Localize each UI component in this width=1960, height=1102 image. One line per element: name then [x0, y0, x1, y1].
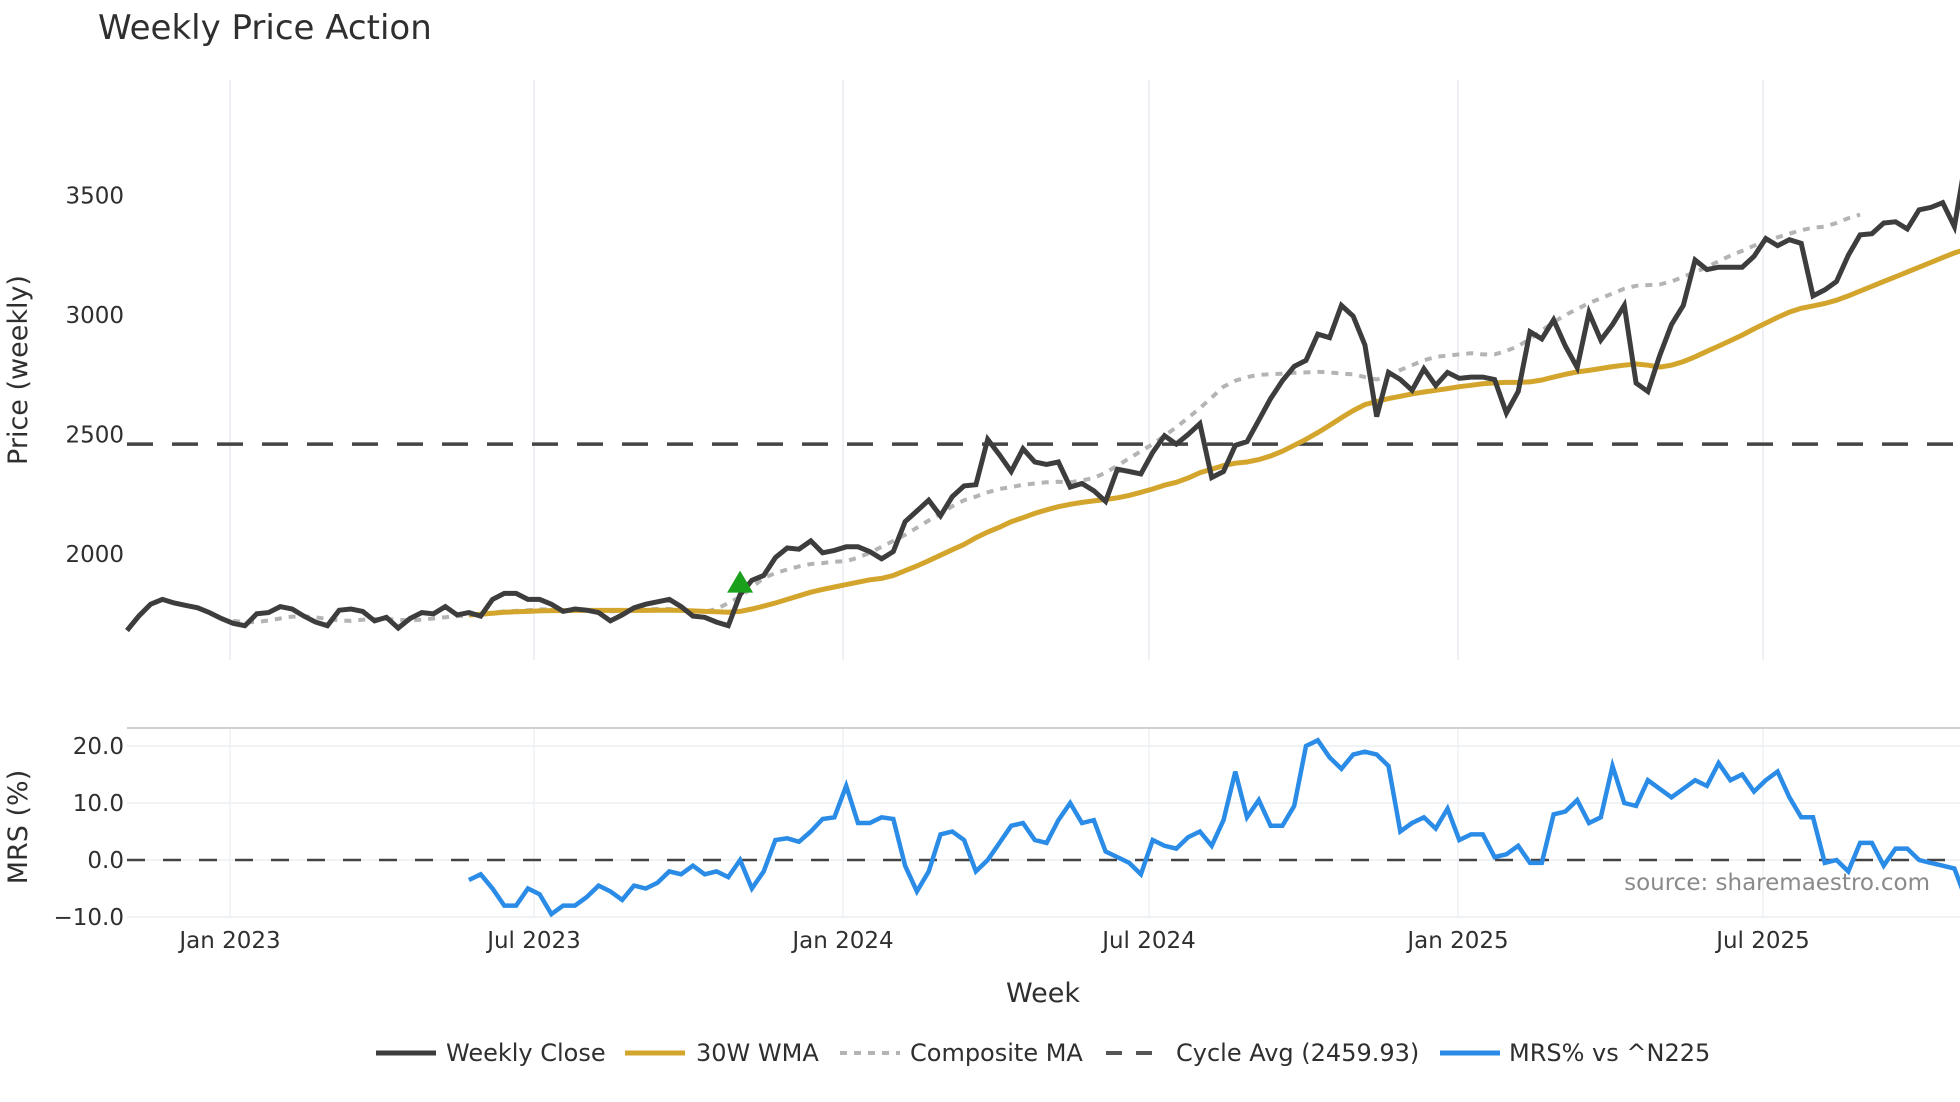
legend-label: Weekly Close	[446, 1039, 606, 1067]
x-tick-label: Jan 2024	[790, 928, 893, 954]
legend-label: Cycle Avg (2459.93)	[1176, 1039, 1419, 1067]
legend: Weekly Close 30W WMA Composite MA Cycle …	[376, 1039, 1710, 1067]
mrs-y-axis: −10.0 0.0 10.0 20.0	[54, 734, 124, 931]
y-tick-label: 20.0	[73, 734, 124, 760]
legend-item-30w-wma[interactable]: 30W WMA	[625, 1039, 819, 1067]
x-axis: Jan 2023 Jul 2023 Jan 2024 Jul 2024 Jan 2025…	[177, 928, 1809, 954]
x-tick-label: Jan 2025	[1405, 928, 1508, 954]
y-tick-label: 10.0	[73, 791, 124, 817]
x-tick-label: Jan 2023	[177, 928, 280, 954]
y-tick-label: 2500	[65, 423, 124, 449]
gridlines	[127, 80, 1960, 918]
y-tick-label: −10.0	[54, 905, 124, 931]
source-note: source: sharemaestro.com	[1624, 870, 1930, 896]
price-y-axis: 2000 2500 3000 3500	[65, 184, 124, 569]
y-tick-label: 0.0	[87, 848, 124, 874]
x-tick-label: Jul 2025	[1714, 928, 1810, 954]
price-y-axis-title: Price (weekly)	[3, 275, 34, 465]
y-tick-label: 3500	[65, 184, 124, 210]
legend-label: 30W WMA	[696, 1039, 819, 1067]
x-tick-label: Jul 2023	[485, 928, 581, 954]
composite-ma-line	[232, 212, 1861, 625]
triangle-up-marker-icon	[727, 570, 754, 593]
legend-item-composite-ma[interactable]: Composite MA	[840, 1039, 1083, 1067]
mrs-panel: −10.0 0.0 10.0 20.0 MRS (%) source: sharema…	[3, 727, 1960, 931]
chart-title: Weekly Price Action	[98, 8, 432, 48]
mrs-line	[467, 737, 1960, 918]
legend-label: MRS% vs ^N225	[1509, 1039, 1710, 1067]
y-tick-label: 3000	[65, 303, 124, 329]
weekly-close-line	[125, 178, 1960, 633]
y-tick-label: 2000	[65, 542, 124, 568]
x-tick-label: Jul 2024	[1100, 928, 1196, 954]
legend-label: Composite MA	[910, 1039, 1083, 1067]
legend-item-mrs[interactable]: MRS% vs ^N225	[1440, 1039, 1710, 1067]
x-axis-title: Week	[1006, 978, 1080, 1009]
price-panel: 2000 2500 3000 3500 Price (weekly)	[3, 178, 1960, 633]
mrs-y-axis-title: MRS (%)	[3, 770, 34, 885]
legend-item-cycle-avg[interactable]: Cycle Avg (2459.93)	[1106, 1039, 1419, 1067]
legend-item-weekly-close[interactable]: Weekly Close	[376, 1039, 606, 1067]
wma-30w-line	[468, 248, 1960, 618]
